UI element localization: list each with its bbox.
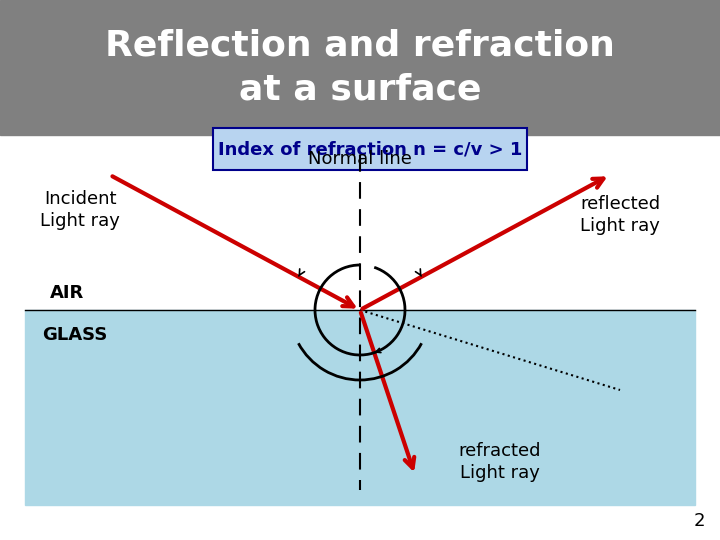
Text: Normal line: Normal line — [308, 150, 412, 168]
Text: 2: 2 — [693, 512, 705, 530]
Text: reflected
Light ray: reflected Light ray — [580, 195, 660, 235]
Bar — [25, 310, 695, 505]
FancyBboxPatch shape — [213, 128, 527, 170]
Text: refracted
Light ray: refracted Light ray — [459, 442, 541, 482]
Text: Incident
Light ray: Incident Light ray — [40, 190, 120, 230]
Text: Reflection and refraction
at a surface: Reflection and refraction at a surface — [105, 28, 615, 107]
Text: Index of refraction n = c/v > 1: Index of refraction n = c/v > 1 — [218, 140, 522, 158]
Text: AIR: AIR — [50, 284, 84, 302]
Bar — [0, 0, 720, 135]
Text: GLASS: GLASS — [42, 326, 107, 344]
